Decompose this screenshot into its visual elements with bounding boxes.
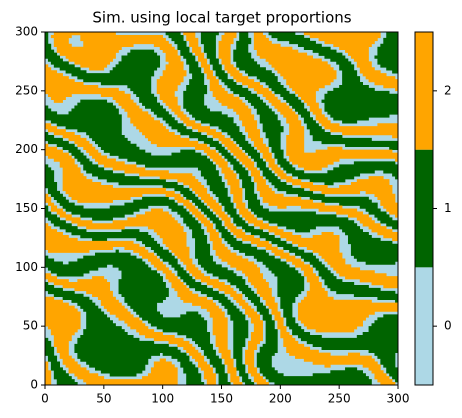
x-tick-label: 50 [96,392,111,406]
x-tick-label: 100 [151,392,174,406]
colorbar-segment [415,267,433,385]
x-tick-label: 200 [269,392,292,406]
x-tick-label: 300 [387,392,410,406]
y-tick-label: 300 [15,25,38,39]
field-region [45,32,399,386]
y-tick-label: 50 [23,319,38,333]
field-region [45,32,399,386]
x-tick-label: 0 [41,392,49,406]
y-tick-label: 200 [15,142,38,156]
y-tick-label: 250 [15,83,38,97]
y-tick-label: 150 [15,201,38,215]
colorbar-tick-label: 1 [444,201,452,215]
chart-title: Sim. using local target proportions [92,9,351,27]
colorbar-segment [415,149,433,268]
colorbar-tick-label: 0 [444,319,452,333]
field [45,32,399,386]
y-tick-label: 100 [15,260,38,274]
x-tick-label: 150 [210,392,233,406]
colorbar-tick-label: 2 [444,83,452,97]
colorbar-segment [415,32,433,150]
x-tick-label: 250 [328,392,351,406]
y-tick-label: 0 [30,378,38,392]
